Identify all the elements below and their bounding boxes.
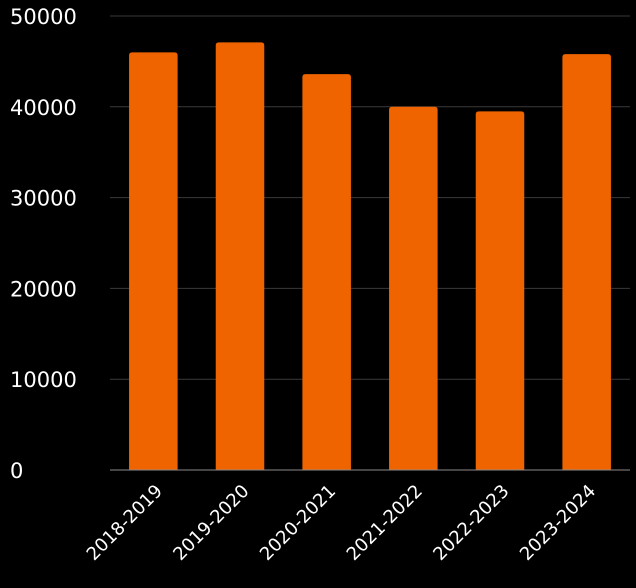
x-tick-label: 2020-2021 [256, 481, 340, 565]
x-tick-label: 2023-2024 [516, 481, 600, 565]
bar-2020-2021 [302, 74, 351, 470]
bar-2019-2020 [215, 42, 265, 470]
y-tick-label: 50000 [10, 5, 77, 29]
x-tick-label: 2022-2023 [429, 481, 513, 565]
bars [129, 42, 611, 471]
y-tick-label: 30000 [10, 187, 77, 211]
y-tick-label: 0 [10, 459, 23, 483]
y-tick-label: 10000 [10, 368, 77, 392]
x-tick-label: 2019-2020 [169, 481, 253, 565]
x-tick-label: 2018-2019 [83, 481, 167, 565]
bar-2023-2024 [562, 54, 611, 471]
y-tick-label: 40000 [10, 96, 77, 120]
gridlines [110, 15, 630, 380]
y-tick-label: 20000 [10, 277, 77, 301]
x-axis-tick-labels: 2018-2019 2019-2020 2020-2021 2021-2022 2022… [83, 481, 601, 565]
x-tick-label: 2021-2022 [343, 481, 427, 565]
bar-2018-2019 [129, 52, 178, 470]
y-axis-tick-labels: 0 10000 20000 30000 40000 50000 [10, 5, 77, 483]
bar-2021-2022 [389, 106, 438, 471]
bar-2022-2023 [475, 111, 525, 470]
